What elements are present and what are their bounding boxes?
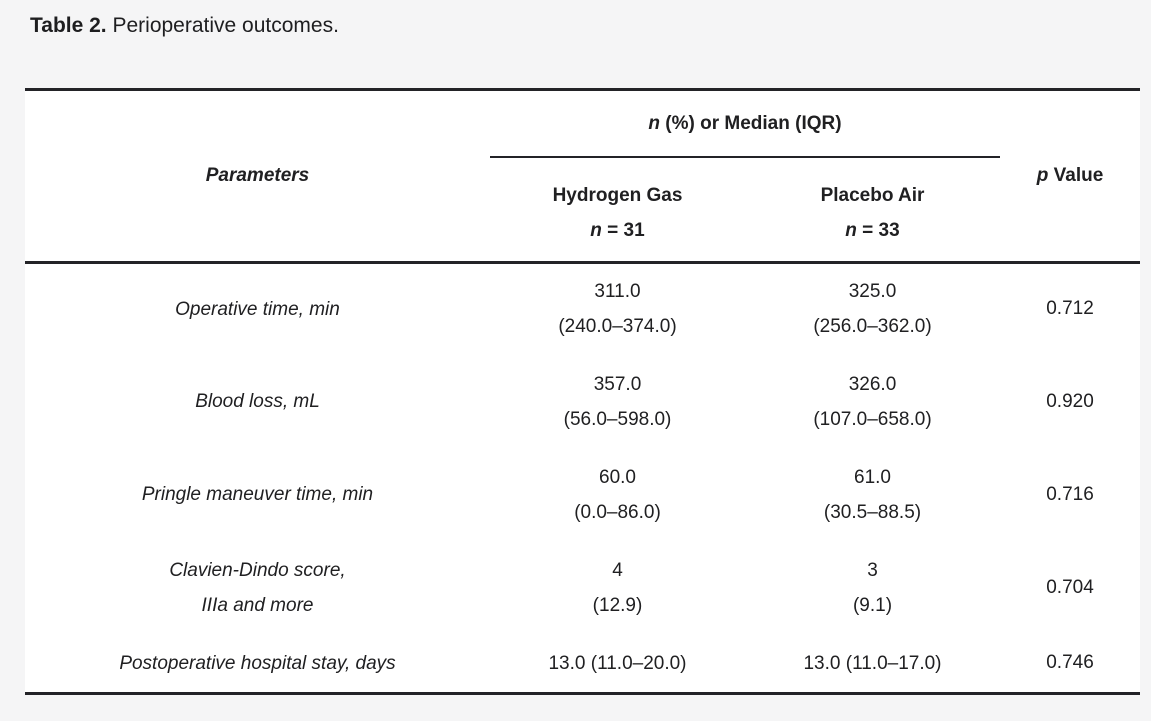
- placebo-air-cell: 325.0 (256.0–362.0): [745, 262, 1000, 355]
- table-title-text: Perioperative outcomes.: [106, 14, 339, 37]
- table-title: Table 2. Perioperative outcomes.: [30, 14, 339, 38]
- median-value: 311.0: [594, 281, 641, 303]
- parameter-label: Blood loss, mL: [195, 391, 320, 412]
- table-body: Operative time, min 311.0 (240.0–374.0) 3…: [25, 262, 1140, 692]
- parameter-cell: Blood loss, mL: [25, 355, 490, 448]
- parameter-label: Pringle maneuver time, min: [141, 484, 374, 505]
- iqr-value: (56.0–598.0): [563, 408, 672, 430]
- parameter-label: Postoperative hospital stay, days: [119, 652, 396, 674]
- median-value: 325.0: [848, 281, 897, 303]
- parameter-label: Operative time, min: [175, 298, 340, 320]
- parameter-cell: Postoperative hospital stay, days: [25, 634, 490, 692]
- placebo-air-cell: 326.0 (107.0–658.0): [745, 355, 1000, 448]
- median-value: 326.0: [848, 373, 897, 395]
- hydrogen-gas-n-count: n = 31: [490, 213, 745, 248]
- iqr-value: (30.5–88.5): [823, 501, 922, 523]
- column-header-placebo-air: Placebo Air n = 33: [745, 157, 1000, 264]
- header-row-groups: Hydrogen Gas n = 31 Placebo Air n = 33: [25, 157, 1140, 264]
- p-value-cell: 0.712: [1046, 298, 1094, 320]
- table-row-clavien-dindo: Clavien-Dindo score, IIIa and more 4 (12.9…: [25, 541, 1140, 634]
- table-row-blood-loss: Blood loss, mL 357.0 (56.0–598.0) 326.0 (1…: [25, 355, 1140, 448]
- p-header-label: Value: [1048, 164, 1104, 186]
- iqr-value: (107.0–658.0): [813, 408, 932, 430]
- median-iqr-value: 13.0 (11.0–17.0): [803, 652, 942, 674]
- placebo-air-n-count: n = 33: [745, 213, 1000, 248]
- table-row-pringle-time: Pringle maneuver time, min 60.0 (0.0–86.0…: [25, 448, 1140, 541]
- p-header-italic: p: [1036, 164, 1049, 186]
- table-header: Parameters n (%) or Median (IQR) p Value…: [25, 91, 1140, 264]
- count-value: 4: [612, 559, 623, 581]
- hydrogen-gas-header-label: Hydrogen Gas: [552, 185, 683, 207]
- hydrogen-n-value: = 31: [601, 220, 645, 242]
- placebo-n-value: = 33: [856, 220, 900, 242]
- p-value-cell: 0.716: [1046, 483, 1094, 505]
- placebo-air-header-label: Placebo Air: [820, 185, 925, 207]
- header-row-spanner: Parameters n (%) or Median (IQR) p Value: [25, 91, 1140, 264]
- placebo-n-italic: n: [845, 220, 857, 242]
- table-row-hospital-stay: Postoperative hospital stay, days 13.0 (…: [25, 634, 1140, 692]
- parameters-header-label: Parameters: [205, 164, 310, 186]
- hydrogen-gas-cell: 4 (12.9): [490, 541, 745, 634]
- median-value: 357.0: [593, 373, 642, 395]
- hydrogen-n-italic: n: [590, 220, 602, 242]
- p-value-cell: 0.746: [1046, 652, 1094, 673]
- placebo-air-cell: 61.0 (30.5–88.5): [745, 448, 1000, 541]
- parameter-cell: Clavien-Dindo score, IIIa and more: [25, 541, 490, 634]
- table-title-number: Table 2.: [30, 14, 107, 37]
- hydrogen-gas-cell: 60.0 (0.0–86.0): [490, 448, 745, 541]
- iqr-value: (0.0–86.0): [574, 501, 661, 523]
- parameter-cell: Pringle maneuver time, min: [25, 448, 490, 541]
- outcomes-table: Parameters n (%) or Median (IQR) p Value…: [25, 91, 1140, 692]
- table-row-operative-time: Operative time, min 311.0 (240.0–374.0) 3…: [25, 262, 1140, 355]
- percent-value: (9.1): [852, 594, 893, 616]
- iqr-value: (240.0–374.0): [558, 316, 677, 338]
- parameter-label: Clavien-Dindo score,: [169, 559, 346, 581]
- p-value-cell: 0.920: [1046, 390, 1094, 412]
- parameter-label-line2: IIIa and more: [201, 594, 314, 616]
- hydrogen-gas-cell: 311.0 (240.0–374.0): [490, 262, 745, 355]
- percent-value: (12.9): [592, 594, 643, 616]
- column-header-hydrogen-gas: Hydrogen Gas n = 31: [490, 157, 745, 264]
- spanner-header: n (%) or Median (IQR): [490, 91, 1000, 158]
- spanner-header-label: (%) or Median (IQR): [660, 112, 842, 134]
- parameter-cell: Operative time, min: [25, 262, 490, 355]
- iqr-value: (256.0–362.0): [813, 316, 932, 338]
- p-value-cell: 0.704: [1046, 576, 1094, 598]
- median-value: 61.0: [854, 466, 891, 488]
- column-header-parameters: Parameters: [25, 91, 490, 264]
- count-value: 3: [867, 559, 878, 581]
- placebo-air-cell: 3 (9.1): [745, 541, 1000, 634]
- spanner-n-label: n: [648, 112, 661, 134]
- median-iqr-value: 13.0 (11.0–20.0): [548, 652, 687, 674]
- column-header-p-value: p Value: [1000, 91, 1140, 264]
- hydrogen-gas-cell: 357.0 (56.0–598.0): [490, 355, 745, 448]
- placebo-air-cell: 13.0 (11.0–17.0): [745, 634, 1000, 692]
- outcomes-table-container: Parameters n (%) or Median (IQR) p Value…: [25, 88, 1140, 695]
- median-value: 60.0: [599, 466, 636, 488]
- hydrogen-gas-cell: 13.0 (11.0–20.0): [490, 634, 745, 692]
